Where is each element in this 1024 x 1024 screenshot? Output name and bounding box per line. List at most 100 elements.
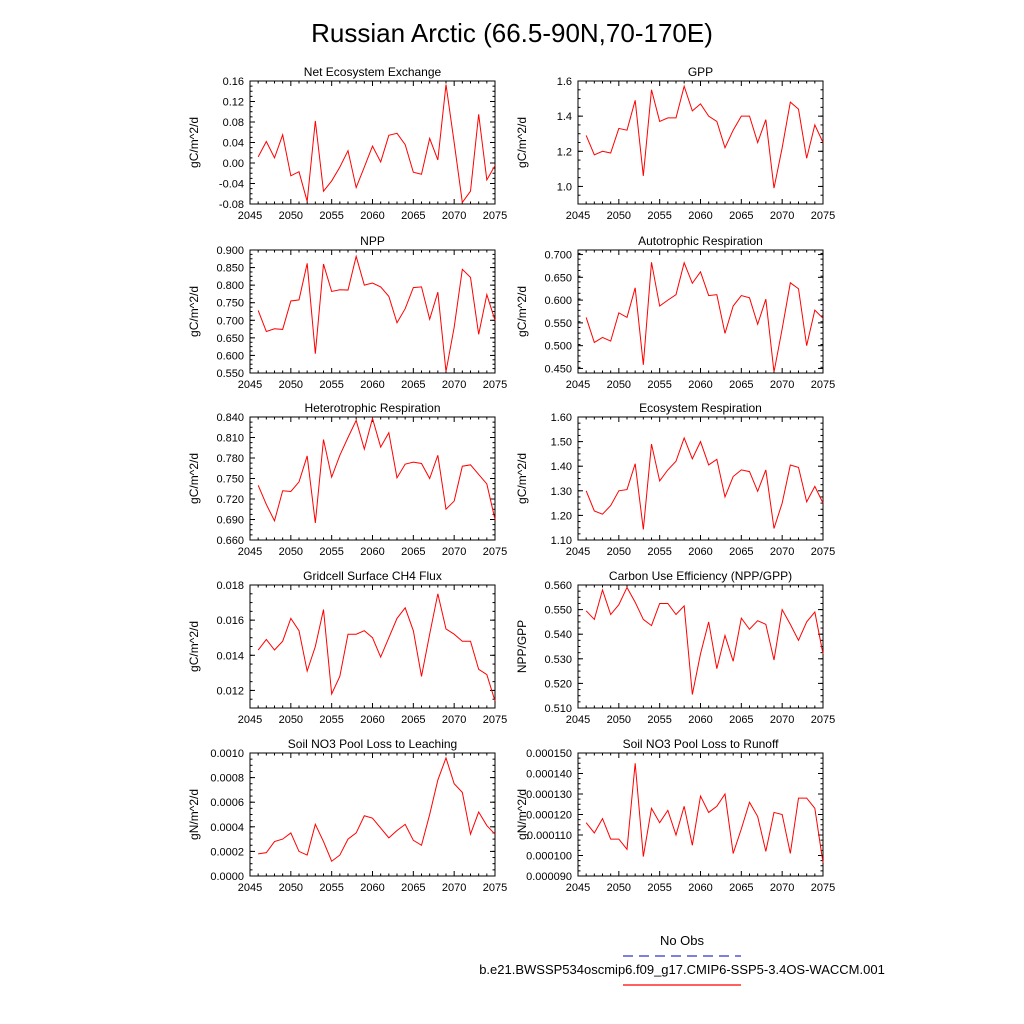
x-tick-label: 2045	[566, 379, 590, 391]
x-tick-label: 2050	[607, 210, 631, 222]
x-tick-label: 2055	[319, 714, 343, 726]
x-tick-label: 2065	[401, 546, 425, 558]
y-tick-label: 0.750	[216, 298, 244, 310]
x-tick-label: 2055	[319, 882, 343, 894]
y-tick-label: 0.540	[544, 629, 572, 641]
y-tick-label: 0.0006	[210, 797, 244, 809]
plot-frame	[577, 80, 824, 205]
y-tick-label: 0.0008	[210, 773, 244, 785]
y-tick-label: 0.650	[544, 272, 572, 284]
series-line	[257, 84, 496, 204]
y-tick-label: 0.0000	[210, 871, 244, 883]
y-tick-label: 0.000110	[527, 830, 572, 842]
y-tick-label: 1.4	[557, 111, 572, 123]
x-tick-label: 2055	[647, 379, 671, 391]
y-tick-label: 0.720	[216, 494, 244, 506]
y-axis-label: gC/m^2/d	[187, 117, 201, 168]
y-tick-label: 1.50	[551, 437, 572, 449]
y-tick-label: 0.012	[216, 685, 244, 697]
y-tick-label: 0.00	[223, 158, 244, 170]
y-tick-label: 0.000100	[526, 851, 572, 863]
y-axis-label: gN/m^2/d	[187, 789, 201, 840]
panel-6: Ecosystem Respiration gC/m^2/d 2045 2050 205…	[515, 401, 835, 558]
y-axis-label: gC/m^2/d	[515, 117, 529, 168]
x-tick-label: 2075	[483, 546, 507, 558]
x-tick-label: 2055	[319, 379, 343, 391]
x-tick-label: 2070	[442, 210, 466, 222]
y-tick-label: 0.690	[216, 515, 244, 527]
y-tick-label: 0.700	[544, 250, 572, 262]
y-tick-label: 0.840	[216, 412, 244, 424]
x-tick-label: 2045	[566, 210, 590, 222]
y-axis-label: gC/m^2/d	[515, 286, 529, 337]
x-tick-label: 2045	[566, 882, 590, 894]
panel-title: Soil NO3 Pool Loss to Leaching	[288, 737, 457, 751]
x-tick-label: 2045	[238, 714, 262, 726]
panels: Net Ecosystem Exchange gC/m^2/d 2045 2050 20…	[187, 65, 835, 894]
y-tick-label: 0.000120	[526, 810, 572, 822]
x-tick-label: 2055	[319, 210, 343, 222]
y-tick-label: 0.810	[216, 433, 244, 445]
x-tick-label: 2065	[401, 882, 425, 894]
series-line	[257, 593, 496, 702]
x-tick-label: 2055	[647, 546, 671, 558]
y-tick-label: 0.000150	[526, 748, 572, 760]
y-tick-label: 1.2	[557, 146, 572, 158]
panel-title: Ecosystem Respiration	[639, 401, 762, 415]
y-tick-label: 0.780	[216, 453, 244, 465]
panel-7: Gridcell Surface CH4 Flux gC/m^2/d 2045 205…	[187, 569, 507, 726]
x-tick-label: 2070	[770, 210, 794, 222]
panel-4: Autotrophic Respiration gC/m^2/d 2045 2050 2…	[515, 234, 835, 391]
x-tick-label: 2060	[688, 210, 712, 222]
panel-8: Carbon Use Efficiency (NPP/GPP) NPP/GPP 20…	[515, 569, 835, 726]
series-line	[585, 84, 824, 189]
figure-title: Russian Arctic (66.5-90N,70-170E)	[311, 18, 713, 48]
plot-frame	[249, 584, 496, 709]
x-tick-label: 2045	[238, 546, 262, 558]
y-tick-label: 0.0004	[210, 822, 244, 834]
x-tick-label: 2055	[647, 714, 671, 726]
y-tick-label: 0.016	[216, 615, 244, 627]
plot-frame	[249, 80, 496, 205]
series-line	[257, 254, 496, 372]
x-tick-label: 2075	[811, 714, 835, 726]
y-tick-label: 0.530	[544, 654, 572, 666]
x-tick-label: 2065	[729, 210, 753, 222]
y-tick-label: 0.08	[223, 117, 244, 129]
y-axis-label: gC/m^2/d	[187, 453, 201, 504]
y-tick-label: 0.560	[544, 580, 572, 592]
x-tick-label: 2065	[729, 379, 753, 391]
series-line	[585, 586, 824, 695]
x-tick-label: 2060	[688, 379, 712, 391]
x-tick-label: 2050	[279, 210, 303, 222]
x-tick-label: 2050	[279, 882, 303, 894]
x-tick-label: 2045	[238, 210, 262, 222]
x-tick-label: 2065	[729, 882, 753, 894]
y-tick-label: 0.600	[216, 350, 244, 362]
x-tick-label: 2050	[279, 714, 303, 726]
y-tick-label: 0.600	[544, 295, 572, 307]
y-tick-label: 0.750	[216, 474, 244, 486]
x-tick-label: 2075	[811, 882, 835, 894]
x-tick-label: 2060	[688, 546, 712, 558]
y-tick-label: 0.12	[223, 97, 244, 109]
x-tick-label: 2050	[279, 546, 303, 558]
panel-title: Soil NO3 Pool Loss to Runoff	[623, 737, 780, 751]
y-tick-label: 1.60	[551, 412, 572, 424]
y-tick-label: 1.10	[551, 535, 572, 547]
y-tick-label: 0.0002	[210, 846, 244, 858]
x-tick-label: 2065	[401, 210, 425, 222]
x-tick-label: 2070	[442, 379, 466, 391]
x-tick-label: 2060	[360, 210, 384, 222]
y-tick-label: 0.16	[223, 76, 244, 88]
plot-frame	[577, 416, 824, 541]
y-tick-label: 0.04	[223, 138, 244, 150]
y-tick-label: 1.20	[551, 510, 572, 522]
y-tick-label: 1.0	[557, 181, 572, 193]
series-line	[585, 261, 824, 373]
y-tick-label: 1.40	[551, 461, 572, 473]
y-tick-label: 1.6	[557, 76, 572, 88]
x-tick-label: 2075	[483, 882, 507, 894]
x-tick-label: 2075	[811, 210, 835, 222]
x-tick-label: 2065	[401, 379, 425, 391]
